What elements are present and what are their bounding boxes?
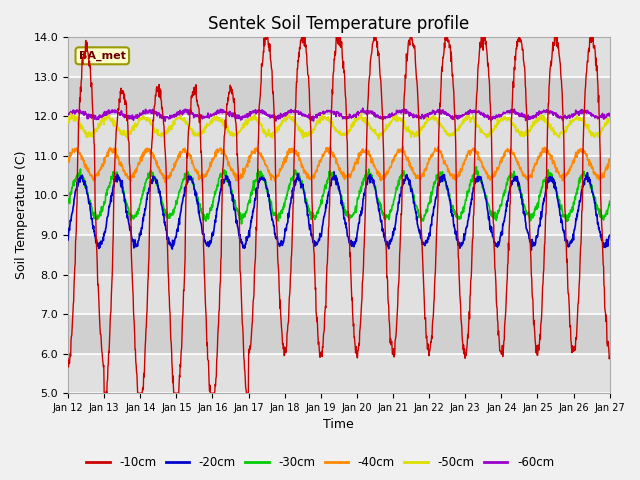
-20cm [527,247,535,253]
-10cm [185,124,193,130]
-40cm [246,159,253,165]
-20cm [542,185,550,191]
-50cm [606,115,614,120]
Bar [68,156,610,195]
-50cm [185,124,193,130]
-50cm [64,115,72,121]
Bar [68,77,610,116]
-10cm [100,390,108,396]
-60cm [64,112,72,118]
-10cm [606,354,614,360]
-50cm [374,136,382,142]
-50cm [424,115,431,121]
Y-axis label: Soil Temperature (C): Soil Temperature (C) [15,151,28,279]
-60cm [185,109,193,115]
-60cm [359,105,367,111]
Text: BA_met: BA_met [79,51,125,61]
-30cm [246,197,253,203]
Title: Sentek Soil Temperature profile: Sentek Soil Temperature profile [208,15,470,33]
-10cm [64,356,72,361]
-50cm [172,116,179,121]
X-axis label: Time: Time [323,419,354,432]
Bar [68,314,610,354]
-60cm [494,113,502,119]
-20cm [494,240,502,245]
-40cm [399,144,407,150]
-40cm [172,161,179,167]
-50cm [542,117,550,122]
-50cm [246,118,253,123]
-20cm [330,169,338,175]
-20cm [184,173,192,179]
Bar [68,235,610,275]
-30cm [184,173,192,179]
-20cm [172,236,179,241]
-60cm [246,112,253,118]
-60cm [606,113,614,119]
Bar [68,275,610,314]
-60cm [424,111,431,117]
Bar [68,354,610,393]
-30cm [64,196,72,202]
-60cm [161,118,169,124]
-20cm [423,238,431,244]
-40cm [542,146,550,152]
-30cm [237,221,245,227]
-30cm [172,204,179,210]
-40cm [185,153,193,158]
-10cm [542,211,550,217]
-40cm [64,158,72,164]
-40cm [494,166,502,172]
-10cm [423,341,431,347]
-20cm [245,228,253,233]
Line: -40cm: -40cm [68,147,610,182]
Line: -10cm: -10cm [68,29,610,393]
Legend: -10cm, -20cm, -30cm, -40cm, -50cm, -60cm: -10cm, -20cm, -30cm, -40cm, -50cm, -60cm [81,452,559,474]
-10cm [246,350,253,356]
-30cm [494,210,502,216]
-10cm [172,390,179,396]
-30cm [542,174,550,180]
-60cm [542,109,550,115]
-30cm [423,206,431,212]
-40cm [424,160,431,166]
-30cm [472,164,480,169]
-10cm [588,26,596,32]
Bar [68,37,610,77]
-20cm [606,232,614,238]
-50cm [494,121,502,127]
Line: -60cm: -60cm [68,108,610,121]
-60cm [172,113,179,119]
-10cm [494,319,502,325]
-40cm [606,158,614,164]
-50cm [67,110,74,116]
-40cm [161,180,169,185]
Line: -50cm: -50cm [68,113,610,139]
Bar [68,195,610,235]
Bar [68,116,610,156]
Line: -30cm: -30cm [68,167,610,224]
-30cm [606,198,614,204]
-20cm [64,237,72,243]
Line: -20cm: -20cm [68,172,610,250]
